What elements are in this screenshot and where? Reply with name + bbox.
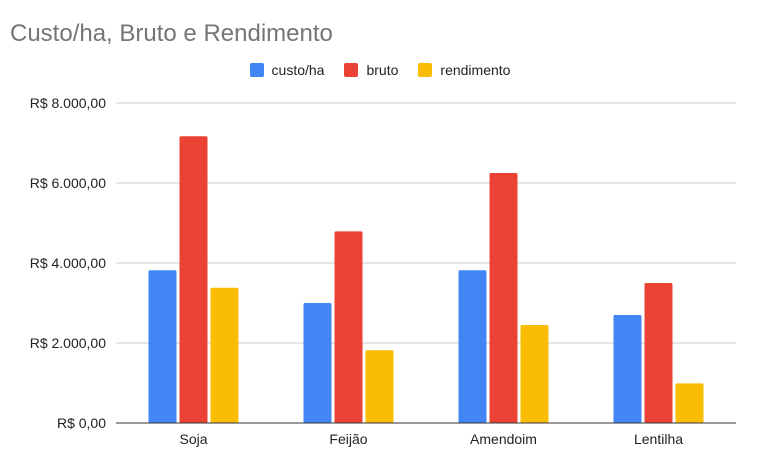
- y-tick-label: R$ 8.000,00: [30, 95, 106, 111]
- legend-swatch-rendimento: [418, 63, 433, 77]
- legend-swatch-custo: [249, 63, 264, 77]
- x-tick-label: Amendoim: [470, 431, 537, 447]
- bar-custoha-3: [613, 315, 642, 423]
- bar-rendimento-1: [365, 350, 394, 423]
- legend-label-bruto: bruto: [366, 62, 399, 78]
- x-tick-label: Feijão: [329, 431, 367, 447]
- bar-bruto-2: [489, 173, 518, 423]
- y-tick-label: R$ 2.000,00: [30, 335, 106, 351]
- legend-item-custo: custo/ha: [249, 62, 325, 78]
- x-tick-label: Lentilha: [634, 431, 683, 447]
- legend-item-rendimento: rendimento: [418, 62, 510, 78]
- chart-title: Custo/ha, Bruto e Rendimento: [10, 20, 333, 47]
- bar-custoha-0: [148, 270, 177, 423]
- legend-label-rendimento: rendimento: [440, 62, 511, 78]
- x-tick-label: Soja: [179, 431, 207, 447]
- legend-item-bruto: bruto: [344, 62, 398, 78]
- y-tick-label: R$ 0,00: [57, 415, 106, 431]
- bar-custoha-2: [458, 270, 487, 423]
- legend-label-custo: custo/ha: [271, 62, 325, 78]
- bar-rendimento-3: [675, 383, 704, 423]
- bar-rendimento-2: [520, 325, 549, 423]
- bar-bruto-3: [644, 283, 673, 423]
- legend: custo/ha bruto rendimento: [0, 62, 760, 78]
- bar-custoha-1: [303, 303, 332, 423]
- bar-rendimento-0: [210, 287, 239, 423]
- bar-bruto-0: [179, 136, 208, 423]
- bar-bruto-1: [334, 231, 363, 423]
- y-tick-label: R$ 6.000,00: [30, 175, 106, 191]
- legend-swatch-bruto: [344, 63, 359, 77]
- y-tick-label: R$ 4.000,00: [30, 255, 106, 271]
